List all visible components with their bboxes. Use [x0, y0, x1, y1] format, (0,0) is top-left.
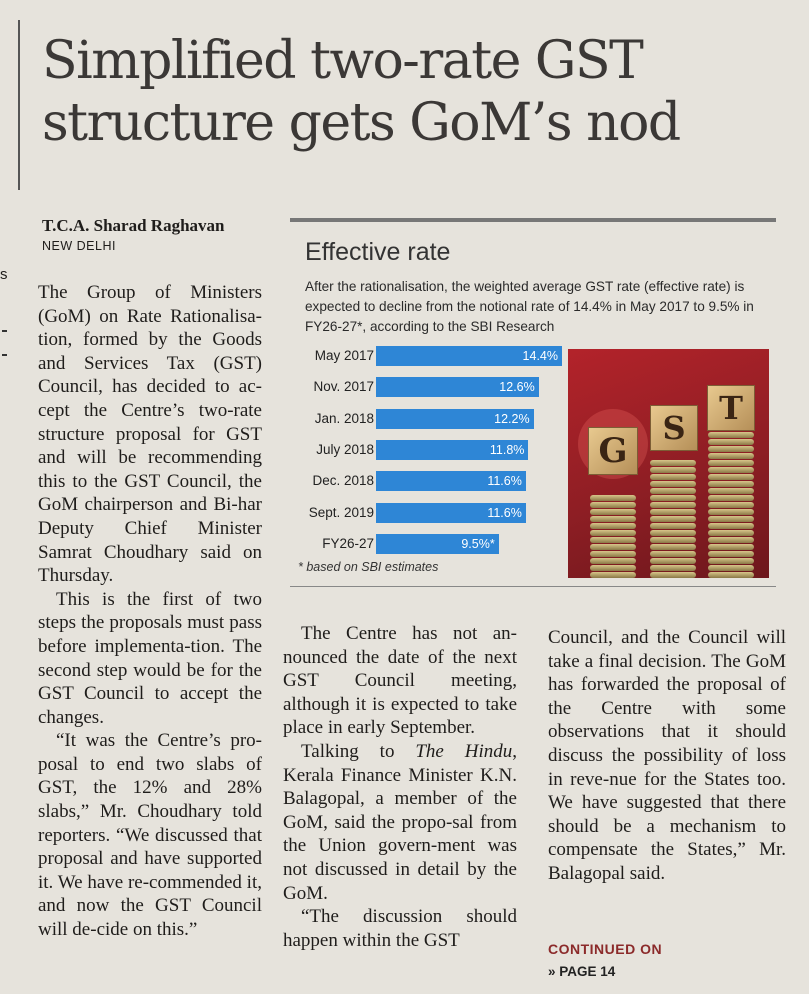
block-letter-t: T — [707, 385, 755, 431]
paragraph: “The discussion should happen within the… — [283, 906, 517, 951]
paragraph: Council, and the Council will take a fin… — [548, 627, 786, 884]
coin-stack — [708, 431, 754, 578]
bar-category-label: Sept. 2019 — [308, 504, 374, 520]
graphic-subtitle: After the rationalisation, the weighted … — [305, 279, 754, 334]
bar-category-label: May 2017 — [314, 348, 374, 363]
bar-category-label: FY26-27 — [322, 535, 374, 551]
bar: 11.6% — [376, 471, 526, 492]
headline-line-1: Simplified two-rate GST — [42, 31, 644, 91]
gst-blocks-photo: G S T — [568, 349, 769, 578]
adjacent-hyphen-mark — [2, 354, 7, 356]
paragraph-rest: , Kerala Finance Minister K.N. Balagopal… — [283, 740, 517, 904]
bar-value-label: 11.6% — [487, 474, 522, 489]
paragraph-lead: Talking to — [301, 740, 416, 762]
graphic-top-rule — [290, 218, 776, 222]
bar-row: July 2018 11.8% — [298, 438, 566, 462]
effective-rate-bar-chart: May 2017 14.4% Nov. 2017 12.6% Jan. 2018 12.2… — [298, 344, 566, 584]
byline: T.C.A. Sharad Raghavan — [42, 216, 225, 235]
column-rule — [18, 20, 20, 190]
paragraph: Talking to The Hindu, Kerala Finance Min… — [283, 740, 517, 905]
headline: Simplified two-rate GST structure gets G… — [42, 30, 802, 154]
publication-name: The Hindu — [415, 740, 513, 762]
bar-category-label: Jan. 2018 — [314, 410, 374, 426]
bar-value-label: 9.5%* — [461, 536, 495, 551]
bar-row: Nov. 2017 12.6% — [298, 375, 566, 399]
continued-page-link[interactable]: » PAGE 14 — [548, 964, 616, 979]
bar: 9.5%* — [376, 533, 499, 554]
bar-row: Dec. 2018 11.6% — [298, 469, 566, 493]
bar-category-label: Nov. 2017 — [313, 379, 374, 395]
bar-row: Jan. 2018 12.2% — [298, 407, 566, 431]
adjacent-article-fragment: s — [0, 266, 8, 283]
bar: 12.6% — [376, 377, 539, 398]
block-letter-g: G — [588, 427, 638, 475]
adjacent-hyphen-mark — [2, 330, 7, 332]
bar-row: FY26-27 9.5%* — [298, 532, 566, 556]
continued-on-label: CONTINUED ON — [548, 941, 663, 957]
bar-value-label: 11.8% — [489, 442, 525, 457]
bar-value-label: 11.6% — [487, 505, 522, 520]
body-column-2: The Centre has not an-nounced the date o… — [283, 622, 517, 952]
bar-value-label: 12.2% — [494, 411, 530, 426]
bar: 11.6% — [376, 502, 526, 523]
bar-row: Sept. 2019 11.6% — [298, 501, 566, 525]
bar-value-label: 12.6% — [499, 380, 535, 395]
graphic-bottom-rule — [290, 586, 776, 587]
body-column-3: Council, and the Council will take a fin… — [548, 626, 786, 886]
graphic-title: Effective rate — [305, 238, 451, 266]
headline-line-2: structure gets GoM’s nod — [42, 93, 681, 153]
bar: 14.4% — [376, 346, 562, 366]
coin-stack — [590, 494, 636, 578]
chart-footnote: * based on SBI estimates — [298, 560, 439, 574]
paragraph: “It was the Centre’s pro-posal to end tw… — [38, 730, 262, 941]
coin-stack — [650, 459, 696, 578]
bar-category-label: July 2018 — [316, 441, 374, 457]
paragraph: The Group of Ministers (GoM) on Rate Rat… — [38, 282, 262, 587]
paragraph: This is the first of two steps the propo… — [38, 588, 262, 728]
bar: 12.2% — [376, 408, 534, 429]
bar: 11.8% — [376, 439, 529, 460]
bar-value-label: 14.4% — [522, 349, 558, 363]
block-letter-s: S — [650, 405, 698, 451]
paragraph: The Centre has not an-nounced the date o… — [283, 623, 517, 739]
bar-row: May 2017 14.4% — [298, 344, 566, 368]
dateline: NEW DELHI — [42, 239, 116, 253]
body-column-1: The Group of Ministers (GoM) on Rate Rat… — [38, 281, 262, 942]
bar-category-label: Dec. 2018 — [312, 473, 374, 489]
